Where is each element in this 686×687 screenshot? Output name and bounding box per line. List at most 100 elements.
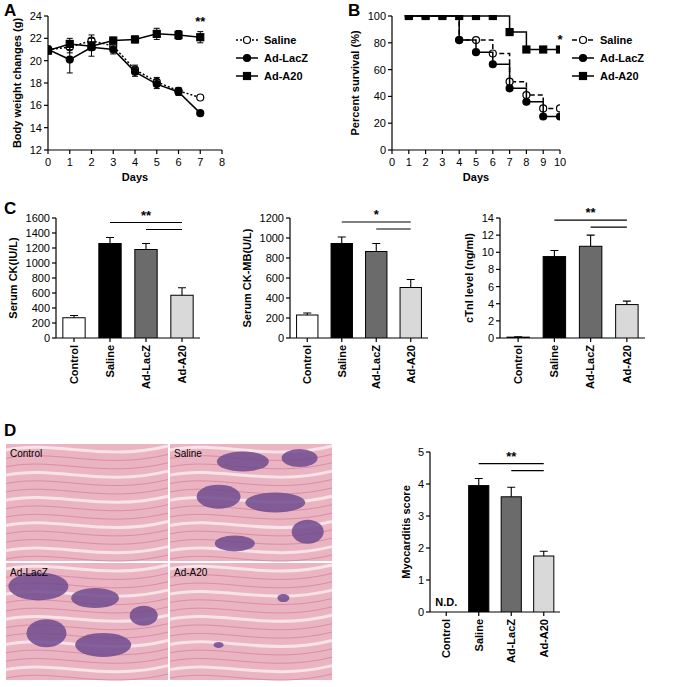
- error-bar: [48, 47, 51, 54]
- data-point: [540, 46, 547, 53]
- tissue-fiber: [170, 649, 332, 655]
- x-tick: [73, 338, 74, 342]
- significance-bracket: [376, 228, 411, 229]
- tissue-fiber: [6, 505, 168, 511]
- data-point: [88, 43, 95, 50]
- y-tick: [388, 69, 392, 70]
- y-tick: [496, 286, 500, 287]
- y-tick: [286, 257, 290, 258]
- y-tick-label: 12: [30, 144, 42, 156]
- category-label: Ad-A20: [176, 345, 188, 384]
- tissue-fiber: [170, 513, 332, 519]
- y-tick: [426, 451, 430, 452]
- data-point: [523, 46, 530, 53]
- y-tick-label: 400: [266, 292, 284, 304]
- y-tick-label: 40: [374, 90, 386, 102]
- tissue-fiber: [170, 632, 332, 638]
- category-label: Control: [440, 619, 452, 658]
- tissue-fiber: [170, 657, 332, 663]
- y-tick-label: 1200: [26, 242, 50, 254]
- plot-area: [405, 15, 560, 120]
- y-tick: [44, 127, 48, 128]
- legend-marker: [580, 73, 587, 80]
- infiltrate: [75, 633, 131, 657]
- y-tick: [426, 515, 430, 516]
- error-bar: [132, 67, 138, 76]
- error-bar: [67, 46, 73, 73]
- error-bar: [154, 80, 160, 89]
- bar: [135, 250, 157, 339]
- tissue-fiber: [170, 674, 332, 680]
- error-bar: [178, 288, 186, 296]
- y-axis-label: Serum CK-MB(U/L): [241, 228, 253, 327]
- data-point: [66, 56, 73, 63]
- y-tick-label: 60: [374, 64, 386, 76]
- tissue-fiber: [6, 496, 168, 502]
- x-tick: [178, 150, 179, 154]
- figure: A12141618202224Body weight changes (g)01…: [0, 0, 686, 687]
- x-tick: [543, 150, 544, 154]
- y-tick-label: 0: [44, 332, 50, 344]
- x-tick-label: 2: [423, 156, 429, 168]
- data-point: [197, 94, 204, 101]
- bar: [366, 252, 387, 339]
- y-tick: [52, 337, 56, 338]
- y-tick: [496, 269, 500, 270]
- y-tick: [496, 337, 500, 338]
- x-tick-label: 1: [406, 156, 412, 168]
- x-tick: [134, 150, 135, 154]
- y-tick-label: 400: [32, 302, 50, 314]
- data-point: [405, 15, 412, 20]
- x-tick: [543, 612, 544, 616]
- legend-marker: [580, 55, 587, 62]
- x-tick-label: 0: [389, 156, 395, 168]
- data-point: [132, 68, 139, 75]
- x-tick: [47, 150, 48, 154]
- error-bar: [132, 36, 138, 43]
- category-label: Ad-LacZ: [140, 345, 152, 389]
- tissue-fiber: [170, 582, 332, 588]
- x-axis-label: Days: [463, 171, 489, 183]
- image-label: Control: [10, 448, 42, 459]
- y-tick-label: 10: [482, 246, 494, 258]
- tissue-fiber: [6, 463, 168, 469]
- category-label: Ad-LacZ: [370, 345, 382, 389]
- y-tick-label: 12: [482, 229, 494, 241]
- legend-label: Ad-LacZ: [600, 52, 644, 64]
- x-tick: [113, 150, 114, 154]
- data-point: [153, 30, 160, 37]
- tissue-fiber: [6, 488, 168, 494]
- bar: [501, 497, 521, 612]
- x-tick-label: 6: [175, 156, 181, 168]
- x-tick: [518, 338, 519, 342]
- data-point: [422, 15, 429, 20]
- legend-label: Ad-A20: [600, 70, 639, 82]
- y-tick: [496, 235, 500, 236]
- x-tick: [590, 338, 591, 342]
- y-tick-label: 2: [488, 315, 494, 327]
- data-point: [456, 37, 463, 44]
- y-tick: [44, 105, 48, 106]
- x-tick-label: 10: [554, 156, 566, 168]
- significance-bracket: [591, 227, 627, 228]
- tissue-fiber: [170, 471, 332, 477]
- y-tick-label: 4: [488, 298, 494, 310]
- data-point: [110, 37, 117, 44]
- y-tick-label: 0: [380, 144, 386, 156]
- bar: [171, 295, 193, 338]
- bar: [331, 244, 352, 339]
- series-line: [409, 16, 560, 108]
- data-point: [557, 113, 561, 120]
- error-bar: [540, 551, 548, 556]
- infiltrate: [197, 485, 241, 509]
- plot-area: [507, 235, 638, 338]
- error-bar: [475, 479, 483, 486]
- category-label: Saline: [336, 345, 348, 377]
- x-tick: [626, 338, 627, 342]
- y-tick-label: 22: [30, 32, 42, 44]
- x-tick-label: 7: [197, 156, 203, 168]
- x-tick-label: 8: [219, 156, 225, 168]
- error-bar: [154, 28, 160, 39]
- histology-image: [170, 444, 332, 561]
- y-tick: [52, 307, 56, 308]
